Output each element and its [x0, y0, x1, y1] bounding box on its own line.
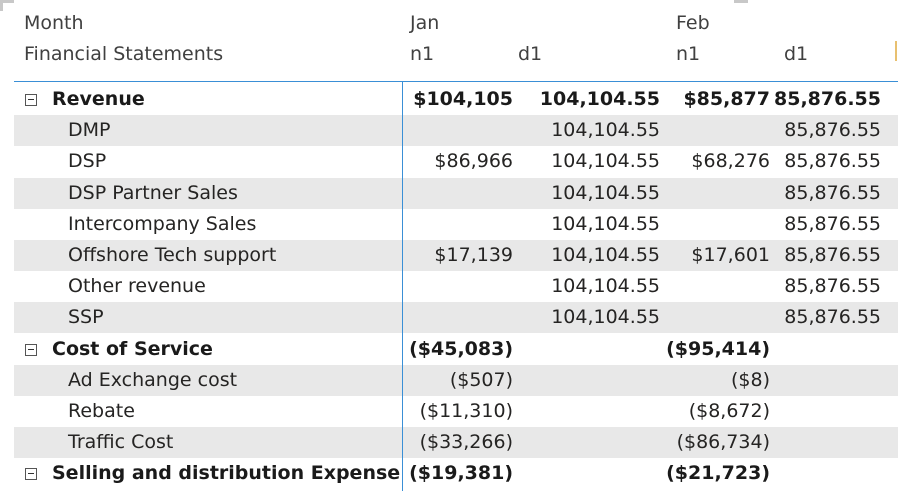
matrix-row[interactable]: Ad Exchange cost ($507) ($8): [14, 364, 898, 396]
cell-feb-d1: 85,876.55: [784, 275, 881, 298]
resize-handle-corner: [0, 0, 14, 3]
matrix-row[interactable]: DSP Partner Sales 104,104.55 85,876.55: [14, 177, 898, 209]
header-divider: [14, 81, 898, 82]
cell-feb-d1: 85,876.55: [784, 306, 881, 329]
row-label: DMP: [68, 119, 111, 142]
row-label: DSP Partner Sales: [68, 181, 238, 204]
column-header-feb[interactable]: Feb: [676, 12, 710, 34]
row-label: DSP: [68, 150, 107, 173]
cell-jan-d1: 104,104.55: [551, 181, 660, 204]
row-label: Other revenue: [68, 275, 206, 298]
cell-feb-d1: 85,876.55: [784, 150, 881, 173]
collapse-minus-icon[interactable]: [25, 94, 37, 106]
column-header-jan-d1[interactable]: d1: [518, 43, 543, 65]
matrix-row[interactable]: Other revenue 104,104.55 85,876.55: [14, 271, 898, 302]
cell-feb-n1: ($21,723): [666, 462, 770, 485]
cell-feb-d1: 85,876.55: [784, 212, 881, 235]
cell-feb-d1: 85,876.55: [774, 88, 881, 110]
cell-jan-n1: $17,139: [434, 244, 513, 266]
matrix-row[interactable]: Intercompany Sales 104,104.55 85,876.55: [14, 209, 898, 240]
cell-jan-d1: 104,104.55: [551, 212, 660, 235]
cell-jan-d1: 104,104.55: [551, 150, 660, 173]
row-label: Offshore Tech support: [68, 244, 277, 266]
matrix-row[interactable]: SSP 104,104.55 85,876.55: [14, 302, 898, 334]
cell-jan-n1: ($33,266): [419, 431, 513, 454]
matrix-group-row[interactable]: Cost of Service ($45,083) ($95,414): [14, 334, 898, 365]
matrix-row[interactable]: Offshore Tech support $17,139 104,104.55 $1…: [14, 240, 898, 271]
column-header-feb-d1[interactable]: d1: [784, 43, 809, 65]
cell-feb-d1: 85,876.55: [784, 181, 881, 204]
matrix-group-row[interactable]: Revenue $104,105 104,104.55 $85,877 85,876.5…: [14, 84, 898, 115]
group-label: Cost of Service: [52, 337, 213, 360]
matrix-row[interactable]: DMP 104,104.55 85,876.55: [14, 115, 898, 147]
row-label: Rebate: [68, 400, 135, 422]
horizontal-scroll-indicator[interactable]: [734, 0, 748, 3]
column-header-jan-n1[interactable]: n1: [410, 43, 435, 65]
matrix-row[interactable]: DSP $86,966 104,104.55 $68,276 85,876.55: [14, 146, 898, 177]
row-label: SSP: [68, 306, 104, 329]
cell-jan-n1: ($11,310): [419, 400, 513, 422]
cell-jan-n1: $86,966: [434, 150, 513, 173]
cell-feb-n1: ($8): [730, 368, 770, 391]
cell-jan-d1: 104,104.55: [551, 244, 660, 266]
matrix-group-row[interactable]: Selling and distribution Expense ($19,381…: [14, 458, 898, 489]
group-label: Revenue: [52, 88, 145, 110]
matrix-row[interactable]: Rebate ($11,310) ($8,672): [14, 396, 898, 427]
row-header-financial-statements[interactable]: Financial Statements: [24, 43, 224, 65]
cell-feb-d1: 85,876.55: [784, 119, 881, 142]
cell-jan-n1: $104,105: [413, 88, 513, 110]
row-label: Traffic Cost: [68, 431, 174, 454]
matrix-row[interactable]: Traffic Cost ($33,266) ($86,734): [14, 427, 898, 459]
cell-jan-d1: 104,104.55: [551, 306, 660, 329]
column-header-month-label[interactable]: Month: [24, 12, 84, 34]
collapse-minus-icon[interactable]: [25, 468, 37, 481]
cell-feb-n1: ($8,672): [688, 400, 770, 422]
cell-jan-n1: ($19,381): [409, 462, 513, 485]
resize-handle-corner-vertical: [0, 0, 3, 11]
cell-jan-d1: 104,104.55: [551, 119, 660, 142]
cell-feb-n1: ($95,414): [666, 337, 770, 360]
column-header-jan[interactable]: Jan: [410, 12, 440, 34]
group-label: Selling and distribution Expense: [52, 462, 401, 485]
cell-jan-d1: 104,104.55: [539, 88, 660, 110]
clipped-column-edge: [895, 41, 897, 61]
cell-feb-n1: $68,276: [691, 150, 770, 173]
cell-feb-d1: 85,876.55: [784, 244, 881, 266]
row-label: Ad Exchange cost: [68, 368, 238, 391]
cell-feb-n1: ($86,734): [676, 431, 770, 454]
cell-jan-n1: ($507): [449, 368, 513, 391]
cell-feb-n1: $17,601: [691, 244, 770, 266]
cell-feb-n1: $85,877: [683, 88, 770, 110]
collapse-minus-icon[interactable]: [25, 343, 37, 356]
column-header-feb-n1[interactable]: n1: [676, 43, 701, 65]
row-label: Intercompany Sales: [68, 212, 257, 235]
cell-jan-d1: 104,104.55: [551, 275, 660, 298]
row-header-column-divider: [402, 82, 403, 491]
cell-jan-n1: ($45,083): [409, 337, 513, 360]
